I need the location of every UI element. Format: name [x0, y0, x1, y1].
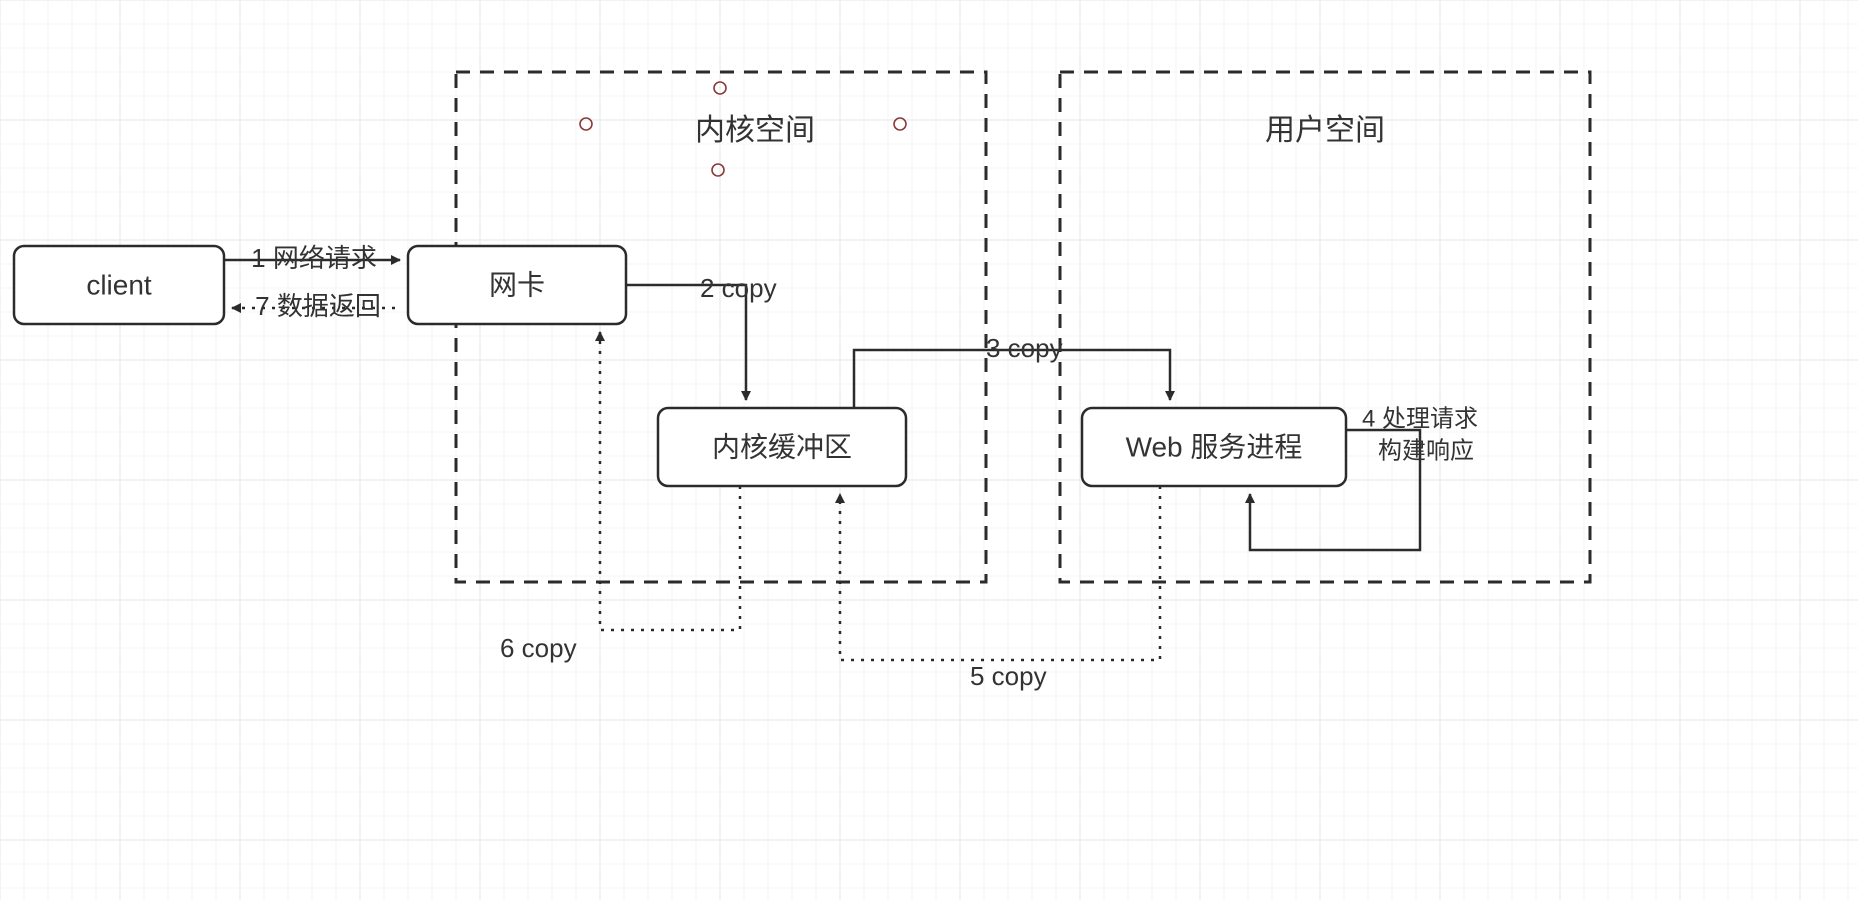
edge-label-e5: 5 copy: [970, 661, 1047, 691]
container-title-user-space: 用户空间: [1265, 114, 1385, 147]
node-label-nic: 网卡: [489, 269, 545, 300]
diagram-stage: 内核空间 用户空间 1 网络请求 7 数据返回 2 copy 3 copy 5 copy 6 …: [0, 0, 1858, 900]
node-web: Web 服务进程: [1082, 408, 1346, 486]
edge-e7: 7 数据返回: [232, 291, 400, 321]
edge-label-e2: 2 copy: [700, 273, 777, 303]
node-nic: 网卡: [408, 246, 626, 324]
node-client: client: [14, 246, 224, 324]
edge-label-e7: 7 数据返回: [255, 291, 381, 321]
node-label-kbuf: 内核缓冲区: [712, 431, 852, 462]
edge-label-e1: 1 网络请求: [251, 243, 377, 273]
node-kbuf: 内核缓冲区: [658, 408, 906, 486]
side-label-s4b: 构建响应: [1378, 437, 1474, 464]
side-label-s4a: 4 处理请求: [1362, 405, 1478, 432]
container-title-kernel-space: 内核空间: [695, 114, 815, 147]
node-label-client: client: [86, 269, 152, 300]
node-label-web: Web 服务进程: [1126, 431, 1303, 462]
edge-e1: 1 网络请求: [224, 243, 400, 273]
edge-label-e6: 6 copy: [500, 633, 577, 663]
edge-label-e3: 3 copy: [986, 333, 1063, 363]
diagram-svg: 内核空间 用户空间 1 网络请求 7 数据返回 2 copy 3 copy 5 copy 6 …: [0, 0, 1858, 900]
